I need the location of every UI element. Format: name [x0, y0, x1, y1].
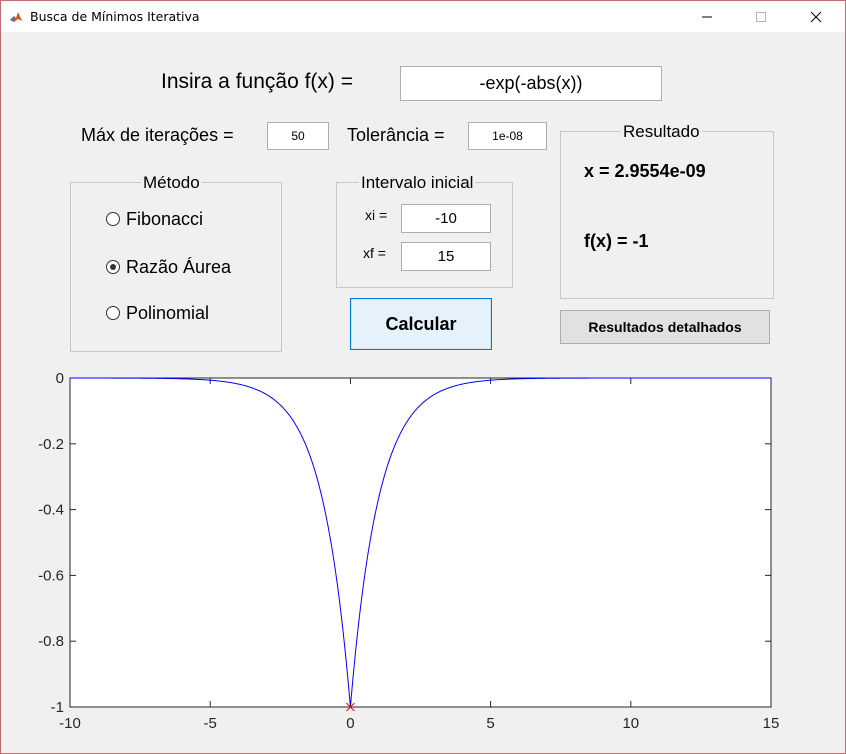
- result-fx: f(x) = -1: [584, 231, 649, 251]
- radio-circle-selected: [106, 260, 120, 274]
- radio-dot: [110, 264, 116, 270]
- close-button[interactable]: [793, 1, 839, 32]
- tolerance-label: Tolerância =: [347, 125, 445, 145]
- interval-group: Intervalo inicial xi = -10 xf = 15: [336, 173, 513, 288]
- function-input[interactable]: -exp(-abs(x)): [400, 66, 662, 101]
- maximize-button[interactable]: [738, 1, 784, 32]
- x-tick-label: 0: [346, 715, 354, 732]
- function-plot: -10 -5 0 5 10 15 0 -0.2 -0.4 -0.6 -0.8 -1: [38, 370, 780, 732]
- method-group: Método Fibonacci Razão Áurea Polinomial: [70, 173, 282, 352]
- close-icon: [810, 11, 822, 23]
- calculate-button[interactable]: Calcular: [350, 298, 492, 350]
- detailed-results-button[interactable]: Resultados detalhados: [560, 310, 770, 344]
- xf-label: xf =: [363, 245, 386, 261]
- xi-input[interactable]: -10: [401, 204, 491, 233]
- y-tick-label: -0.4: [38, 502, 64, 519]
- x-tick-label: -10: [59, 715, 81, 732]
- y-tick-label: -0.2: [38, 436, 64, 453]
- x-tick-label: 15: [763, 715, 780, 732]
- xi-label: xi =: [365, 207, 388, 223]
- radio-circle: [106, 306, 120, 320]
- marker-stroke: [346, 702, 355, 712]
- max-iterations-input[interactable]: 50: [267, 122, 329, 150]
- x-tick-label: 5: [486, 715, 494, 732]
- matlab-icon: [9, 10, 23, 24]
- minimize-button[interactable]: [684, 1, 730, 32]
- function-label: Insira a função f(x) =: [161, 70, 354, 93]
- xf-input[interactable]: 15: [401, 242, 491, 271]
- method-group-title: Método: [141, 173, 202, 193]
- window-title: Busca de Mínimos Iterativa: [30, 9, 200, 24]
- radio-label: Polinomial: [126, 303, 210, 323]
- radio-circle: [106, 212, 120, 226]
- interval-group-title: Intervalo inicial: [359, 173, 476, 193]
- y-tick-label: -0.6: [38, 567, 64, 584]
- x-tick-label: 10: [622, 715, 639, 732]
- radio-label: Fibonacci: [126, 209, 204, 229]
- axes-box: [69, 377, 772, 708]
- result-x: x = 2.9554e-09: [584, 161, 706, 181]
- max-iterations-label: Máx de iterações =: [81, 125, 234, 145]
- tolerance-input[interactable]: 1e-08: [468, 122, 547, 150]
- result-group-title: Resultado: [621, 122, 702, 142]
- y-tick-label: -1: [51, 699, 64, 716]
- title-bar[interactable]: Busca de Mínimos Iterativa: [1, 1, 845, 32]
- minimum-marker: [346, 702, 355, 712]
- result-group: Resultado x = 2.9554e-09 f(x) = -1: [560, 122, 774, 299]
- maximize-icon: [756, 12, 766, 22]
- x-tick-label: -5: [204, 715, 217, 732]
- function-curve: [69, 377, 771, 708]
- y-tick-label: 0: [56, 370, 64, 387]
- y-tick-label: -0.8: [38, 633, 64, 650]
- minimize-icon: [702, 16, 712, 18]
- radio-label: Razão Áurea: [126, 257, 232, 277]
